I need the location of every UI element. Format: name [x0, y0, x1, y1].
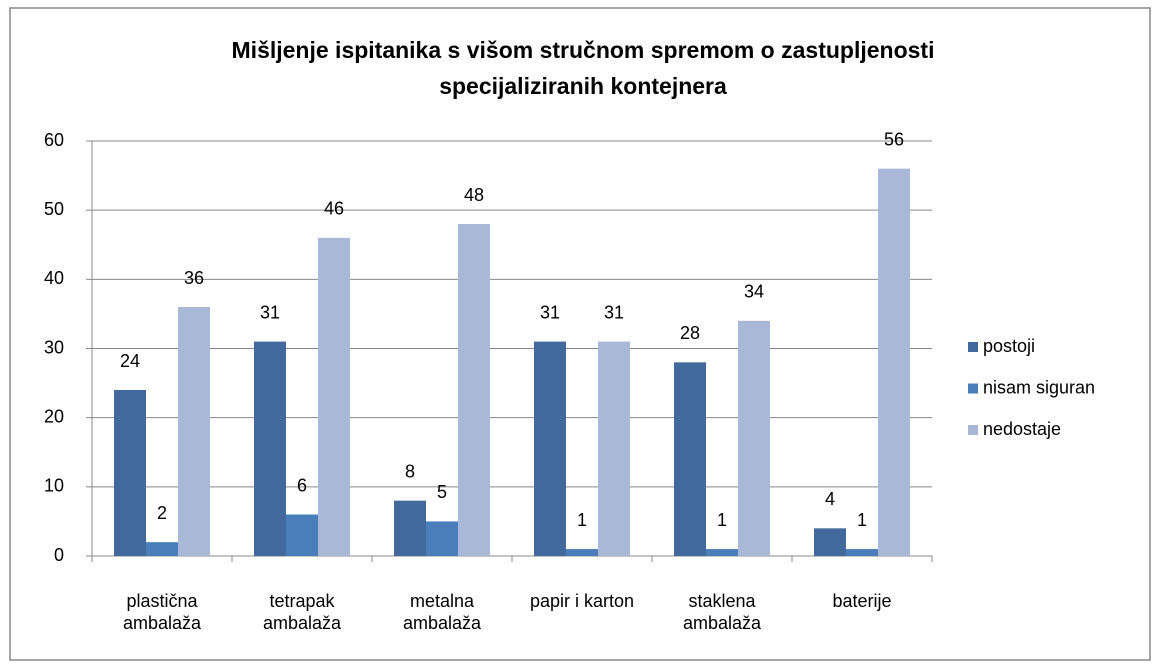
legend-swatch	[968, 383, 978, 394]
data-label: 31	[604, 302, 624, 322]
bar	[426, 521, 458, 556]
y-tick-label: 20	[44, 406, 64, 426]
bar	[814, 528, 846, 556]
data-label: 34	[744, 282, 764, 302]
bar	[394, 500, 426, 556]
chart-title: Mišljenje ispitanika s višom stručnom sp…	[231, 37, 935, 99]
bar	[146, 542, 178, 556]
y-tick-label: 40	[44, 268, 64, 288]
data-label: 4	[825, 489, 835, 509]
data-label: 36	[184, 268, 204, 288]
data-label: 1	[857, 510, 867, 530]
x-tick-label: tetrapak ambalaža	[262, 591, 342, 633]
legend-swatch	[968, 342, 978, 352]
data-label: 31	[260, 302, 280, 322]
data-label: 6	[297, 475, 307, 495]
data-label: 56	[884, 129, 904, 149]
y-tick-label: 0	[54, 545, 64, 565]
bar	[458, 224, 490, 556]
data-label: 31	[540, 302, 560, 322]
data-label: 5	[437, 482, 447, 502]
legend-label: postoji	[983, 336, 1035, 356]
data-label: 1	[577, 510, 587, 530]
legend-label: nisam siguran	[983, 377, 1095, 397]
bar	[566, 549, 598, 556]
x-tick-label: metalna ambalaža	[402, 591, 482, 633]
data-label: 48	[464, 185, 484, 205]
y-tick-label: 60	[44, 130, 64, 150]
bar	[738, 320, 770, 556]
x-tick-label: staklena ambalaža	[682, 591, 762, 633]
bar	[254, 341, 286, 556]
y-tick-label: 30	[44, 337, 64, 357]
bar	[706, 549, 738, 556]
bar	[178, 307, 210, 556]
legend-swatch	[968, 425, 978, 435]
legend-label: nedostaje	[983, 419, 1061, 439]
x-tick-label: plastična ambalaža	[122, 591, 202, 633]
data-label: 46	[324, 199, 344, 219]
bar	[114, 390, 146, 556]
data-label: 8	[405, 461, 415, 481]
bar	[286, 514, 318, 556]
y-tick-label: 10	[44, 476, 64, 496]
data-label: 1	[717, 510, 727, 530]
bar	[534, 341, 566, 556]
bar	[878, 168, 910, 556]
bar	[318, 237, 350, 557]
x-tick-label: baterije	[832, 591, 892, 611]
bar	[846, 549, 878, 556]
bar	[674, 362, 706, 556]
x-tick-label: papir i karton	[529, 591, 635, 611]
y-tick-label: 50	[44, 199, 64, 219]
data-label: 28	[680, 323, 700, 343]
data-label: 24	[120, 351, 140, 371]
data-label: 2	[157, 503, 167, 523]
bar	[598, 341, 630, 556]
